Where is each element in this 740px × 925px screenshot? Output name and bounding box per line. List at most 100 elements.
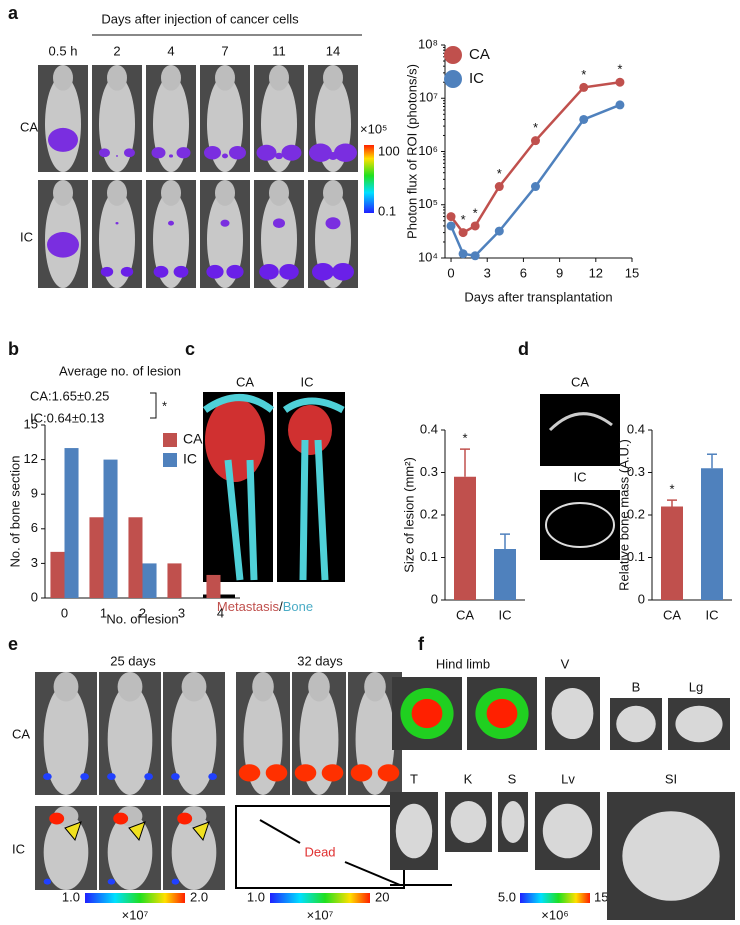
colorbar-max: 20	[375, 889, 389, 904]
annotation: *	[669, 482, 674, 497]
legend-swatch	[444, 46, 462, 64]
bar	[128, 517, 143, 598]
x-axis-label: Days after transplantation	[464, 289, 612, 304]
legend-label: CA	[469, 46, 490, 63]
y-tick-label: 0.3	[627, 464, 645, 479]
signal	[151, 147, 166, 159]
signal	[173, 265, 189, 278]
signal	[100, 266, 114, 277]
signal	[279, 263, 299, 280]
signal	[208, 773, 217, 781]
image-bone	[545, 502, 615, 548]
annotation: *	[461, 212, 466, 227]
mouse-body	[171, 684, 217, 796]
colorbar-min: 1.0	[247, 889, 265, 904]
point	[494, 182, 504, 192]
time-label: 4	[167, 43, 174, 58]
mouse-body	[99, 75, 135, 172]
y-tick-label: 0.1	[627, 549, 645, 564]
point	[470, 221, 480, 231]
mouse-body	[99, 190, 135, 288]
x-tick-label: 9	[556, 265, 563, 280]
organ-label: K	[464, 771, 473, 786]
signal	[259, 263, 279, 280]
mouse-body	[207, 190, 243, 288]
legend-label: CA	[183, 431, 203, 447]
annotation: *	[617, 62, 622, 77]
signal	[256, 144, 277, 161]
dead-line	[259, 819, 301, 844]
legend-text: /	[279, 599, 283, 614]
organ-label: Hind limb	[436, 656, 490, 671]
organ-label: B	[632, 679, 641, 694]
annotation: *	[581, 67, 586, 82]
y-tick-label: 12	[24, 451, 38, 466]
legend-label: IC	[183, 451, 197, 467]
mouse-head	[269, 180, 289, 206]
mouse-head	[161, 65, 181, 91]
legend-text: Bone	[283, 599, 313, 614]
colorbar-unit: ×10⁵	[360, 121, 387, 136]
image-label: IC	[301, 374, 314, 389]
panel-label: e	[8, 634, 18, 654]
image	[540, 490, 620, 560]
panel-label: d	[518, 339, 529, 359]
signal	[168, 220, 174, 226]
signal	[204, 145, 221, 160]
mouse-head	[181, 672, 207, 702]
arrowhead	[128, 821, 146, 842]
legend-swatch	[444, 70, 462, 88]
colorbar-max: 15	[594, 889, 608, 904]
mouse-head	[364, 672, 386, 702]
stat: IC:0.64±0.13	[30, 410, 104, 425]
y-tick-label: 10⁸	[418, 36, 438, 51]
colorbar-max: 100	[378, 143, 400, 158]
x-tick-label: 2	[139, 605, 146, 620]
y-tick-label: 0	[31, 589, 38, 604]
y-tick-label: 10⁷	[419, 90, 438, 105]
y-tick-label: 9	[31, 486, 38, 501]
time-label: 2	[113, 43, 120, 58]
mouse-head	[252, 672, 274, 702]
bracket	[150, 392, 157, 419]
colorbar-max: 2.0	[190, 889, 208, 904]
image-blob	[288, 405, 332, 455]
signal	[275, 152, 283, 160]
signal	[48, 127, 78, 152]
point	[579, 114, 589, 124]
x-tick-label: 12	[589, 265, 603, 280]
arrowhead	[192, 821, 210, 842]
signal	[115, 222, 119, 225]
point	[615, 77, 625, 87]
y-tick-label: 0	[431, 591, 438, 606]
bar	[494, 549, 516, 600]
organ-label: S	[508, 771, 517, 786]
image-bone	[202, 394, 345, 581]
x-tick-label: IC	[499, 607, 512, 622]
legend-swatch	[163, 433, 177, 447]
mouse-head	[107, 180, 127, 206]
bar	[142, 563, 157, 598]
x-tick-label: CA	[456, 607, 474, 622]
signal	[321, 764, 344, 782]
bar	[454, 476, 476, 600]
organ	[675, 705, 723, 743]
image-blob	[205, 398, 265, 482]
y-tick-label: 0.4	[420, 421, 438, 436]
signal	[350, 764, 373, 782]
point	[530, 136, 540, 146]
mouse-body	[43, 684, 89, 796]
mouse-head	[308, 672, 330, 702]
legend-swatch	[163, 453, 177, 467]
point	[530, 182, 540, 192]
point	[615, 100, 625, 110]
y-tick-label: 0.4	[627, 421, 645, 436]
signal	[281, 144, 302, 161]
y-axis-label: Relative bone mass (A.U.)	[616, 439, 631, 591]
row-label: IC	[20, 229, 33, 244]
bar	[103, 459, 118, 598]
signal	[411, 698, 443, 729]
x-tick-label: 4	[217, 605, 224, 620]
mouse-head	[53, 65, 73, 91]
x-tick-label: 15	[625, 265, 639, 280]
